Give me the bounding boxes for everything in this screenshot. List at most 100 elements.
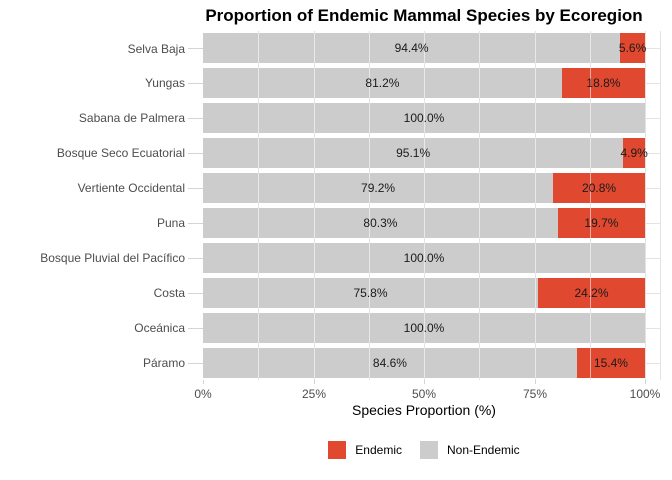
category-label: Bosque Seco Ecuatorial — [56, 146, 185, 161]
endemic-swatch-icon — [328, 441, 347, 459]
bar-overlay-gridline — [314, 33, 315, 64]
bar-overlay-gridline — [479, 347, 480, 378]
bar-overlay-gridline — [314, 207, 315, 238]
bar-segment-non-endemic: 79.2% — [203, 173, 554, 203]
vertical-gridline — [590, 31, 591, 380]
bar-overlay-gridline — [424, 68, 425, 99]
bar-segment-non-endemic: 95.1% — [203, 138, 624, 169]
bar-label: 100.0% — [403, 111, 445, 126]
x-axis-tick-label: 0% — [194, 387, 212, 401]
bar-segment-endemic: 19.7% — [557, 207, 645, 238]
category-label: Páramo — [142, 355, 185, 370]
plot-panel: 94.4% 5.6% 81.2% 18.8% 100.0% 95.1% 4.9% 79.2% 2… — [203, 31, 661, 380]
bar-overlay-gridline — [590, 277, 591, 308]
bar-label: 81.2% — [365, 76, 400, 91]
bar-overlay-gridline — [369, 242, 370, 273]
bar-row: 75.8% 24.2% — [203, 277, 645, 308]
chart-title: Proportion of Endemic Mammal Species by … — [205, 6, 643, 25]
bar-row: 79.2% 20.8% — [203, 173, 645, 203]
bar-overlay-gridline — [535, 68, 536, 99]
bar-segment-non-endemic: 80.3% — [203, 207, 558, 238]
bar-label: 18.8% — [586, 76, 621, 91]
legend-label-non-endemic: Non-Endemic — [446, 443, 520, 457]
bar-overlay-gridline — [535, 277, 536, 308]
bar-row: 81.2% 18.8% — [203, 68, 645, 99]
bar-overlay-gridline — [535, 103, 536, 134]
bar-overlay-gridline — [258, 207, 259, 238]
category-label: Bosque Pluvial del Pacífico — [40, 250, 185, 265]
bar-label: 75.8% — [353, 285, 388, 300]
bar-overlay-gridline — [314, 68, 315, 99]
bar-overlay-gridline — [258, 347, 259, 378]
bar-overlay-gridline — [258, 138, 259, 169]
vertical-gridline — [645, 31, 646, 380]
bar-overlay-gridline — [424, 312, 425, 343]
bar-overlay-gridline — [424, 242, 425, 273]
bar-overlay-gridline — [479, 103, 480, 134]
bar-segment-endemic: 4.9% — [620, 138, 648, 169]
bar-segment-non-endemic: 75.8% — [203, 277, 538, 308]
bar-overlay-gridline — [590, 68, 591, 99]
y-axis-tick — [188, 83, 203, 84]
bar-label: 15.4% — [593, 355, 628, 370]
category-label: Yungas — [144, 76, 185, 91]
y-axis-tick — [188, 153, 203, 154]
bar-overlay-gridline — [258, 312, 259, 343]
x-axis-tick — [424, 380, 425, 384]
bar-overlay-gridline — [535, 173, 536, 203]
bar-label: 100.0% — [403, 320, 445, 335]
bar-row: 80.3% 19.7% — [203, 207, 645, 238]
category-label: Puna — [156, 215, 185, 230]
bar-label: 5.6% — [618, 41, 647, 56]
x-axis-tick — [535, 380, 536, 384]
bar-segment-endemic: 18.8% — [561, 68, 645, 99]
bar-label: 79.2% — [361, 181, 396, 195]
bar-segment-endemic: 24.2% — [538, 277, 645, 308]
bar-overlay-gridline — [369, 138, 370, 169]
bar-overlay-gridline — [424, 347, 425, 378]
bar-segment-endemic: 20.8% — [553, 173, 645, 203]
bar-overlay-gridline — [590, 33, 591, 64]
bar-overlay-gridline — [369, 207, 370, 238]
y-axis-tick — [188, 363, 203, 364]
x-axis-title: Species Proportion (%) — [352, 402, 496, 418]
x-axis-tick-label: 50% — [411, 387, 437, 401]
bar-segment-non-endemic: 94.4% — [203, 33, 621, 64]
x-axis-tick-label: 100% — [629, 387, 661, 401]
bar-overlay-gridline — [314, 347, 315, 378]
bar-overlay-gridline — [535, 138, 536, 169]
bar-row: 94.4% 5.6% — [203, 33, 647, 64]
legend-label-endemic: Endemic — [355, 443, 402, 457]
bar-overlay-gridline — [590, 312, 591, 343]
vertical-gridline — [660, 31, 661, 380]
bar-overlay-gridline — [479, 138, 480, 169]
x-axis-tick-label: 75% — [522, 387, 548, 401]
bar-label: 80.3% — [363, 215, 398, 230]
y-axis-tick — [188, 48, 203, 49]
non-endemic-swatch-icon — [419, 441, 438, 459]
bar-overlay-gridline — [590, 103, 591, 134]
bar-row: 100.0% — [203, 242, 645, 273]
bar-row: 84.6% 15.4% — [203, 347, 645, 378]
category-label: Oceánica — [134, 320, 185, 335]
x-axis-tick — [314, 380, 315, 384]
bar-segment-endemic: 15.4% — [576, 347, 645, 378]
bar-segment-endemic: 5.6% — [618, 33, 647, 64]
y-axis-tick — [188, 223, 203, 224]
bar-overlay-gridline — [369, 312, 370, 343]
bar-overlay-gridline — [590, 242, 591, 273]
y-axis-tick — [188, 258, 203, 259]
bar-overlay-gridline — [258, 33, 259, 64]
category-label: Sabana de Palmera — [78, 111, 185, 126]
bar-label: 100.0% — [403, 250, 445, 265]
bar-overlay-gridline — [369, 347, 370, 378]
bar-overlay-gridline — [314, 242, 315, 273]
y-axis-tick — [188, 328, 203, 329]
bar-overlay-gridline — [479, 207, 480, 238]
bar-overlay-gridline — [590, 173, 591, 203]
x-axis-tick-label: 25% — [301, 387, 327, 401]
bar-overlay-gridline — [479, 68, 480, 99]
bar-segment-non-endemic: 84.6% — [203, 347, 577, 378]
bar-overlay-gridline — [258, 103, 259, 134]
